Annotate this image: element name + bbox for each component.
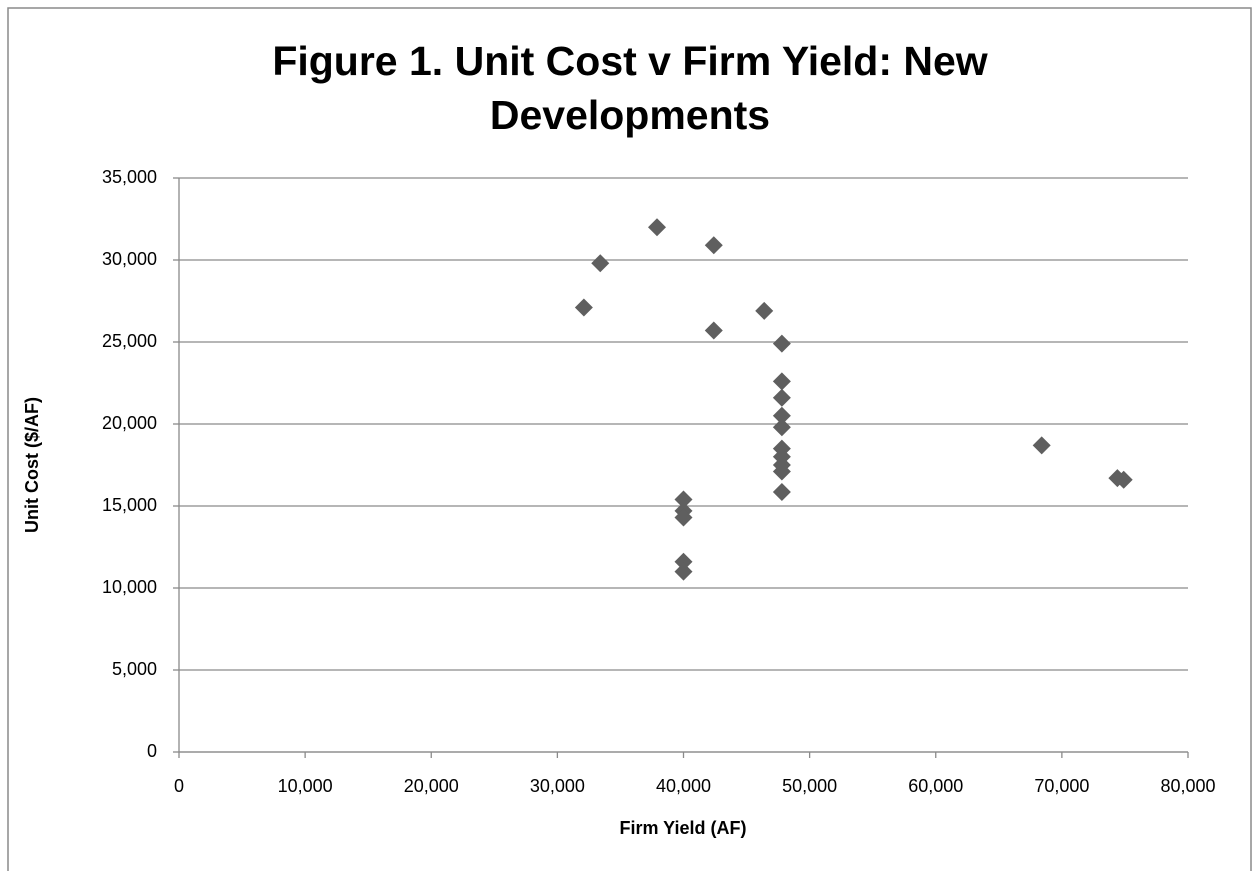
scatter-point: [772, 372, 791, 391]
y-tick-label: 5,000: [112, 659, 157, 679]
scatter-point: [591, 254, 610, 273]
x-tick-label: 50,000: [782, 776, 837, 796]
x-tick-label: 10,000: [278, 776, 333, 796]
scatter-point: [772, 418, 791, 437]
y-axis-title: Unit Cost ($/AF): [22, 397, 42, 533]
scatter-point: [772, 483, 791, 502]
y-tick-label: 25,000: [102, 331, 157, 351]
x-tick-label: 60,000: [908, 776, 963, 796]
chart-frame: [7, 7, 1252, 871]
scatter-point: [704, 321, 723, 340]
x-tick-label: 40,000: [656, 776, 711, 796]
x-tick-label: 0: [174, 776, 184, 796]
scatter-point: [1032, 436, 1051, 455]
scatter-point: [674, 552, 693, 571]
y-tick-label: 20,000: [102, 413, 157, 433]
y-tick-label: 10,000: [102, 577, 157, 597]
scatter-point: [704, 236, 723, 255]
x-axis-title: Firm Yield (AF): [619, 818, 746, 838]
x-tick-label: 80,000: [1160, 776, 1215, 796]
scatter-point: [772, 388, 791, 407]
x-tick-label: 30,000: [530, 776, 585, 796]
y-tick-label: 30,000: [102, 249, 157, 269]
scatter-point: [772, 462, 791, 481]
y-tick-label: 0: [147, 741, 157, 761]
scatter-point: [574, 298, 593, 317]
x-tick-label: 20,000: [404, 776, 459, 796]
x-tick-label: 70,000: [1034, 776, 1089, 796]
scatter-point: [648, 218, 667, 237]
scatter-point: [674, 508, 693, 527]
scatter-point: [1114, 470, 1133, 489]
scatter-point: [772, 406, 791, 425]
y-tick-label: 15,000: [102, 495, 157, 515]
y-tick-label: 35,000: [102, 167, 157, 187]
scatter-point: [772, 334, 791, 353]
scatter-point: [674, 562, 693, 581]
chart-title: Figure 1. Unit Cost v Firm Yield: New De…: [272, 38, 988, 138]
scatter-point: [755, 301, 774, 320]
scatter-point: [674, 490, 693, 509]
